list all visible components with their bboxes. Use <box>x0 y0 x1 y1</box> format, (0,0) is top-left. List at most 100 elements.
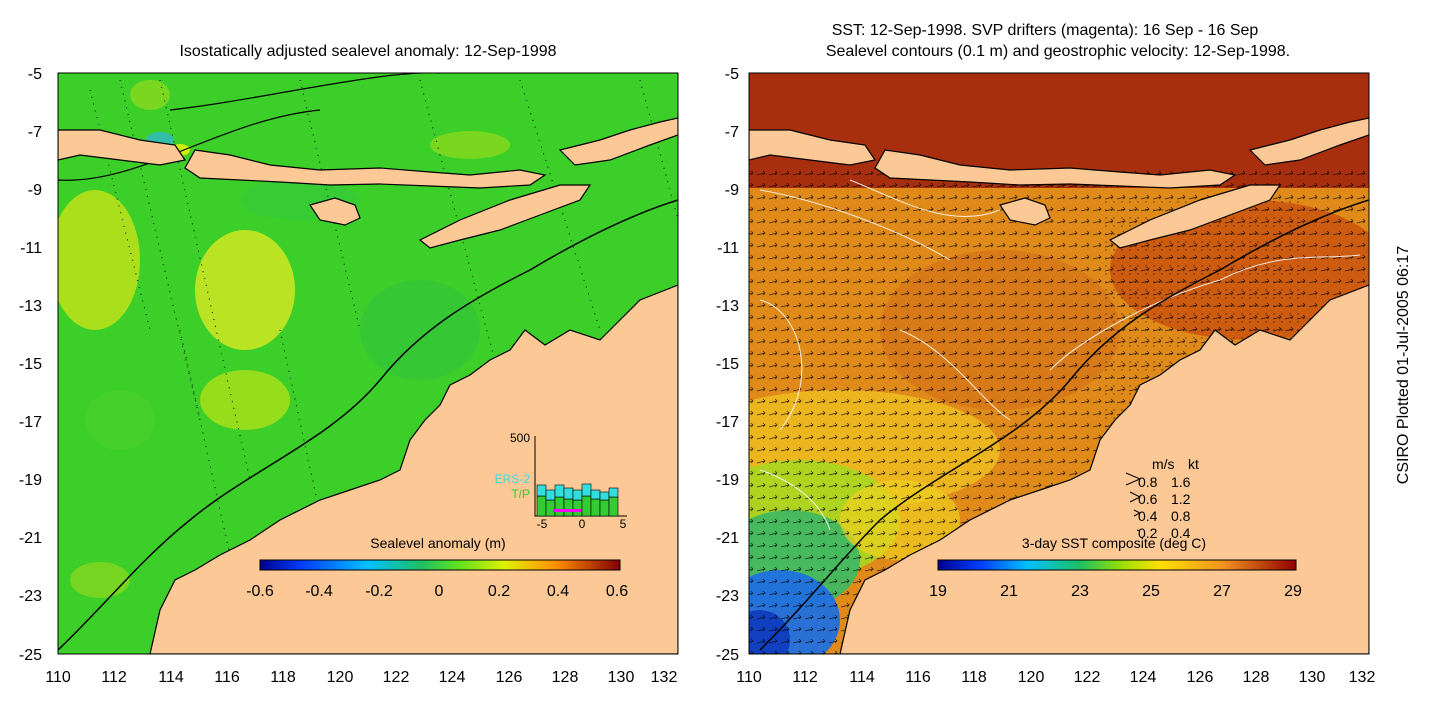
sst-lat-axis: -5 -7 -9 -11 -13 -15 -17 -19 -21 -23 -25 <box>716 66 739 664</box>
sla-lon-axis: 110 112 114 116 118 120 122 124 126 128 … <box>45 669 677 686</box>
lon-tick: 114 <box>158 669 184 686</box>
sst-colorbar-tick: 29 <box>1284 583 1302 600</box>
lat-tick: -11 <box>717 240 739 257</box>
lon-tick: 112 <box>792 669 818 686</box>
nusa-tenggara-islands <box>184 149 547 189</box>
lat-tick: -5 <box>28 66 42 83</box>
inset-xtick: -5 <box>537 517 548 531</box>
lat-tick: -7 <box>28 124 42 141</box>
lon-tick: 130 <box>608 669 635 686</box>
lon-tick: 130 <box>1299 669 1326 686</box>
sst-colorbar-label: 3-day SST composite (deg C) <box>1022 535 1206 551</box>
sla-lat-axis: -5 -7 -9 -11 -13 -15 -17 -19 -21 -23 -25 <box>19 66 42 664</box>
lon-tick: 112 <box>101 669 127 686</box>
lon-tick: 128 <box>1243 669 1270 686</box>
lat-tick: -17 <box>19 414 42 431</box>
inset-series-label-ers2: ERS-2 <box>495 472 531 486</box>
velocity-arrow-icon <box>1136 529 1141 532</box>
banda-islands <box>1248 117 1369 166</box>
lat-tick: -5 <box>725 66 739 83</box>
lon-tick: 120 <box>1018 669 1045 686</box>
lat-tick: -21 <box>716 530 739 547</box>
sst-colorbar-tick: 25 <box>1142 583 1160 600</box>
velocity-legend-ms: 0.8 <box>1138 474 1158 490</box>
java-island <box>749 129 876 166</box>
lat-tick: -21 <box>19 530 42 547</box>
sst-colorbar-tick: 27 <box>1213 583 1231 600</box>
lat-tick: -19 <box>716 472 739 489</box>
inset-xtick: 0 <box>579 517 586 531</box>
inset-xtick: 5 <box>620 517 627 531</box>
lat-tick: -23 <box>716 588 739 605</box>
sla-colorbar: Sealevel anomaly (m) -0.6 -0.4 -0.2 0 0.… <box>246 535 628 600</box>
sla-colorbar-tick: 0.6 <box>606 583 628 600</box>
lon-tick: 114 <box>849 669 875 686</box>
velocity-legend-kt: 1.2 <box>1171 491 1191 507</box>
sst-panel-title-line2: Sealevel contours (0.1 m) and geostrophi… <box>826 43 1290 60</box>
lat-tick: -25 <box>19 647 42 664</box>
sumba-island <box>309 197 361 226</box>
sla-map-frame <box>57 72 679 655</box>
velocity-legend-kt: 0.8 <box>1171 508 1191 524</box>
sst-colorbar-gradient <box>937 559 1297 571</box>
velocity-legend-ms: 0.6 <box>1138 491 1158 507</box>
sla-colorbar-label: Sealevel anomaly (m) <box>370 535 505 551</box>
velocity-arrow-icon <box>1133 509 1142 517</box>
inset-bars <box>536 483 619 517</box>
lat-tick: -13 <box>716 298 739 315</box>
velocity-legend-ms: 0.4 <box>1138 508 1158 524</box>
lon-tick: 118 <box>961 669 987 686</box>
lon-tick: 116 <box>214 669 240 686</box>
lon-tick: 126 <box>496 669 523 686</box>
lat-tick: -23 <box>19 588 42 605</box>
java-island <box>58 129 186 166</box>
lat-tick: -15 <box>19 356 42 373</box>
sla-colorbar-tick: 0 <box>435 583 444 600</box>
sla-colorbar-tick: -0.2 <box>365 583 393 600</box>
sla-colorbar-tick: 0.4 <box>547 583 569 600</box>
lon-tick: 120 <box>327 669 354 686</box>
sla-colorbar-tick: -0.6 <box>246 583 274 600</box>
velocity-legend: m/s kt 0.8 1.6 0.6 1.2 0.4 0.8 0.2 0.4 <box>1125 456 1199 541</box>
sla-colorbar-gradient <box>259 559 621 571</box>
sla-colorbar-tick: 0.2 <box>488 583 510 600</box>
lon-tick: 110 <box>736 669 762 686</box>
inset-drifter-marker <box>553 509 581 512</box>
lon-tick: 132 <box>651 669 678 686</box>
lon-tick: 132 <box>1349 669 1376 686</box>
plot-credit: CSIRO Plotted 01-Jul-2005 06:17 <box>1395 246 1412 484</box>
nusa-tenggara-islands <box>874 149 1237 189</box>
lon-tick: 110 <box>45 669 71 686</box>
velocity-legend-header-kt: kt <box>1188 456 1199 472</box>
lon-tick: 128 <box>552 669 579 686</box>
lon-tick: 118 <box>270 669 296 686</box>
velocity-arrow-icon <box>1125 472 1142 486</box>
velocity-legend-ms: 0.2 <box>1138 525 1158 541</box>
sst-map <box>749 73 1369 654</box>
track-count-inset: 500 ERS-2 T/P -5 0 5 <box>495 431 627 531</box>
timor-island <box>418 184 592 249</box>
sst-colorbar: 3-day SST composite (deg C) 19 21 23 25 … <box>929 535 1302 600</box>
lat-tick: -11 <box>20 240 42 257</box>
lat-tick: -9 <box>725 182 739 199</box>
lat-tick: -19 <box>19 472 42 489</box>
sla-panel-title: Isostatically adjusted sealevel anomaly:… <box>179 43 556 60</box>
sst-lon-axis: 110 112 114 116 118 120 122 124 126 128 … <box>736 669 1375 686</box>
banda-islands <box>558 117 678 166</box>
velocity-legend-kt: 0.4 <box>1171 525 1191 541</box>
lon-tick: 122 <box>1074 669 1101 686</box>
sla-colorbar-tick: -0.4 <box>305 583 333 600</box>
sst-colorbar-tick: 19 <box>929 583 947 600</box>
velocity-legend-header-ms: m/s <box>1152 456 1175 472</box>
lat-tick: -7 <box>725 124 739 141</box>
velocity-arrow-icon <box>1129 491 1142 503</box>
lat-tick: -9 <box>28 182 42 199</box>
lat-tick: -13 <box>19 298 42 315</box>
inset-series-label-tp: T/P <box>511 487 530 501</box>
sumba-island <box>999 197 1051 226</box>
sst-colorbar-tick: 21 <box>1000 583 1018 600</box>
velocity-legend-kt: 1.6 <box>1171 474 1191 490</box>
lon-tick: 124 <box>439 669 466 686</box>
lon-tick: 122 <box>383 669 410 686</box>
lon-tick: 124 <box>1130 669 1157 686</box>
